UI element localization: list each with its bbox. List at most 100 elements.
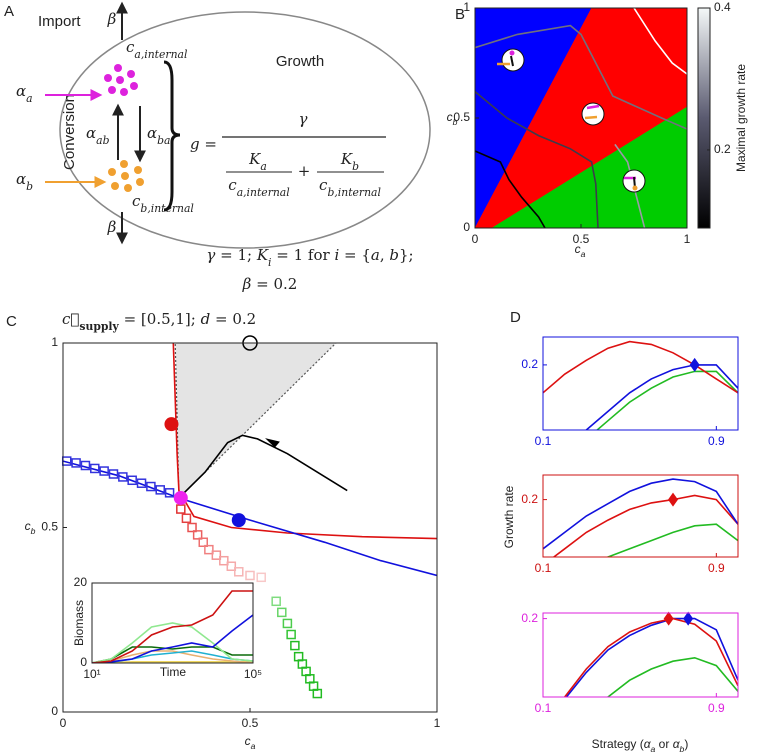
text-part: c — [447, 110, 453, 124]
parameters: β = 0.2 — [242, 275, 298, 293]
contour-line — [633, 8, 687, 75]
x-tick-label: 0.9 — [708, 701, 725, 715]
y-tick-label: 0.2 — [521, 357, 538, 371]
x-tick-label: 1 — [684, 232, 691, 246]
text-part: c — [126, 38, 135, 56]
text-part: = 1 for — [272, 246, 335, 264]
text-part: = — [200, 135, 217, 153]
import-label: Import — [38, 13, 81, 30]
text-part: c — [319, 176, 328, 194]
panel: 0.1 0.9 0.2 Growth rate — [502, 474, 739, 575]
panel-label: B — [455, 6, 465, 23]
square-marker — [204, 544, 214, 555]
text-part: a,internal — [237, 186, 291, 199]
square-marker — [312, 688, 323, 699]
text-part: = { — [339, 246, 371, 264]
text-part: α — [644, 737, 652, 751]
text-part: i — [268, 256, 271, 269]
square-marker — [118, 472, 128, 482]
square-marker — [245, 570, 255, 581]
x-tick-label: 0 — [60, 716, 67, 730]
square-marker — [127, 475, 137, 486]
y-axis-label: cb — [447, 110, 458, 127]
square-marker — [71, 458, 81, 468]
x-axis-label: ca — [575, 242, 586, 259]
line — [552, 494, 738, 557]
molecules-a — [104, 64, 138, 96]
diamond-marker — [668, 492, 678, 507]
text-part: = 1; — [215, 246, 256, 264]
y-axis-label: cb — [25, 519, 36, 536]
molecules-b — [108, 160, 144, 192]
panel-label: D — [510, 309, 521, 326]
text-part: b — [352, 160, 359, 173]
alpha-b: αb — [16, 170, 33, 193]
text-part: b — [453, 117, 458, 127]
square-marker — [211, 550, 222, 560]
alpha-a: αa — [16, 82, 33, 105]
line — [543, 340, 738, 394]
x-tick-label: 0.9 — [708, 434, 725, 448]
contour-line — [475, 24, 687, 130]
formula-ka: Ka — [248, 150, 267, 173]
y-tick-label: 0.5 — [453, 110, 470, 124]
y-axis-label: Biomass — [72, 600, 86, 646]
text-part: β — [107, 10, 117, 28]
square-marker — [234, 567, 244, 577]
y-tick-label: 0 — [463, 220, 470, 234]
strategy-icon — [581, 102, 605, 126]
brace — [163, 60, 181, 212]
square-marker — [192, 530, 203, 540]
trajectory-arrow — [265, 438, 280, 448]
plot-area — [543, 475, 738, 557]
alpha-ba: αba — [147, 124, 171, 147]
x-tick-label: 10¹ — [83, 667, 100, 681]
y-axis-label: Growth rate — [502, 485, 516, 548]
y-tick-label: 20 — [74, 575, 88, 589]
text-part: γ — [206, 246, 215, 264]
line — [606, 656, 738, 697]
line — [605, 523, 738, 557]
line — [543, 478, 738, 550]
text-part: b,internal — [327, 186, 381, 199]
conversion-label: Conversion — [61, 94, 78, 170]
square-marker — [277, 607, 287, 618]
alpha-ab: αab — [86, 124, 110, 147]
text-part: }; — [399, 246, 414, 264]
line — [92, 646, 253, 663]
square-marker — [219, 555, 229, 566]
text-part: ab — [96, 134, 109, 147]
text-part: a — [26, 92, 32, 105]
colorbar-label: Maximal growth rate — [734, 64, 748, 172]
formula-cb: cb,internal — [319, 176, 381, 199]
line — [585, 364, 738, 430]
line — [92, 590, 253, 663]
text-part: c — [132, 192, 141, 210]
line — [92, 661, 253, 663]
square-marker — [136, 478, 147, 488]
text-part: γ — [299, 110, 308, 128]
plot-content — [543, 340, 738, 430]
x-tick-label: 1 — [434, 716, 441, 730]
colorbar-tick-label: 0.2 — [714, 142, 731, 156]
region — [475, 8, 687, 228]
panel-label: C — [6, 313, 17, 330]
chart-title: c⃗supply = [0.5,1]; d = 0.2 — [62, 310, 256, 333]
square-marker — [99, 466, 109, 476]
plot-content — [92, 590, 253, 663]
square-marker — [226, 561, 237, 571]
text-part: Biomass — [72, 600, 86, 646]
colorbar — [697, 7, 711, 229]
diamond-marker — [683, 611, 694, 626]
y-tick-label: 0.2 — [521, 492, 538, 506]
x-tick-label: 0.5 — [573, 232, 590, 246]
strategy-icon — [622, 169, 646, 193]
point — [231, 513, 246, 528]
square-marker — [90, 463, 100, 474]
text-part: = 0.2 — [210, 310, 256, 328]
plot-content — [475, 8, 687, 228]
overlay — [265, 48, 646, 448]
line — [92, 650, 253, 663]
